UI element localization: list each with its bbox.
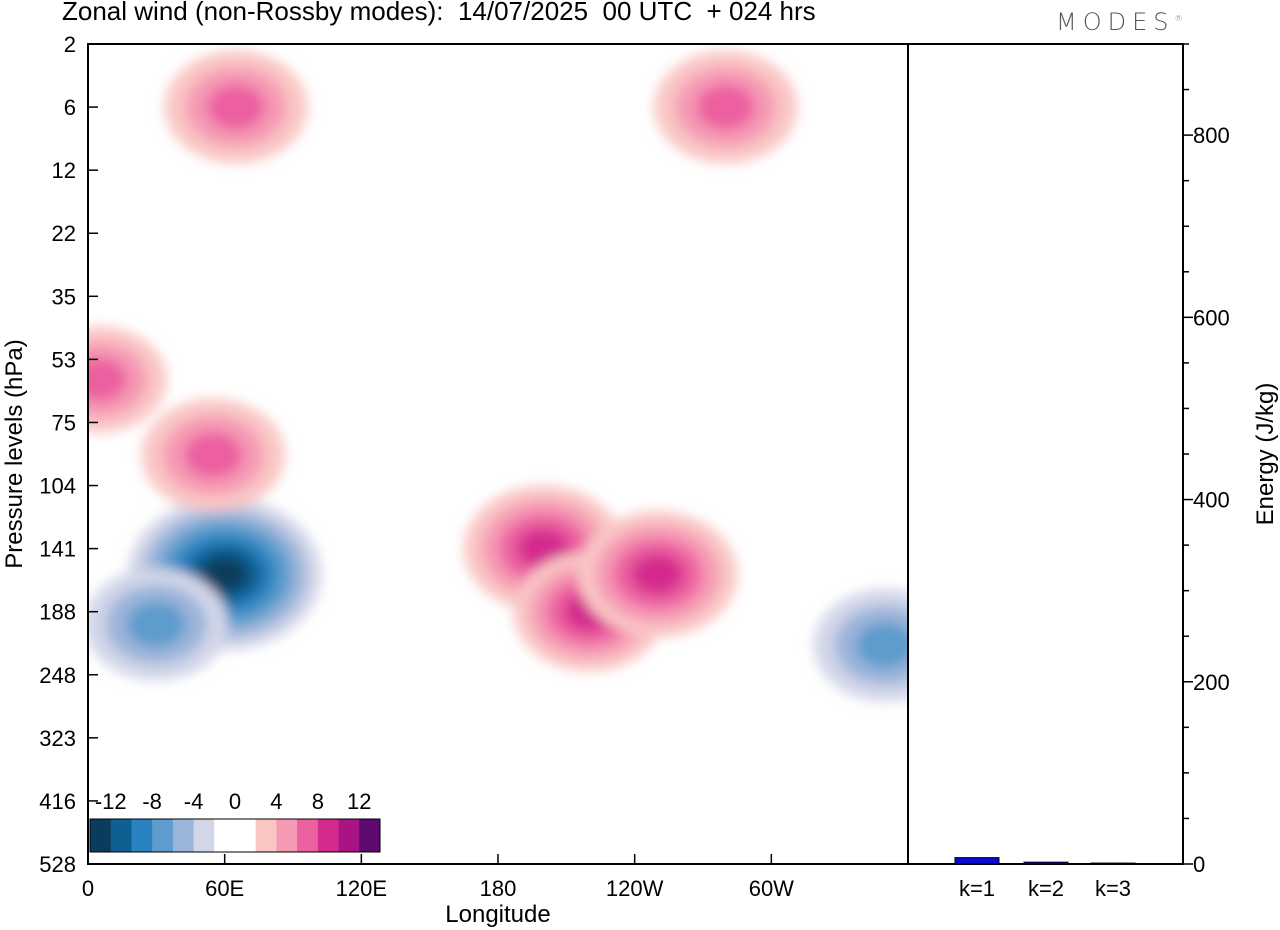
colorbar-swatch [338,819,360,852]
wind-core-6 [88,357,128,402]
y-tick-label: 6 [64,95,76,120]
colorbar-swatch [297,819,319,852]
y-tick-label: 2 [64,32,76,57]
energy-axes: 0 200 400 600 800 Energy (J/kg) [1183,43,1279,877]
bar-y-tick-label: 0 [1193,852,1205,877]
colorbar-label: 0 [229,789,241,814]
brand-logo: MODES® [1056,8,1183,36]
colorbar-swatch [110,819,132,852]
bar-category-label: k=1 [959,876,995,901]
colorbar-label: -12 [95,789,127,814]
colorbar-swatch [317,819,340,852]
energy-bars: k=1 k=2 k=3 [954,857,1136,901]
y-tick-label: 248 [39,663,76,688]
bar-panel-frame [907,43,1184,865]
y-axis-label: Pressure levels (hPa) [1,339,28,568]
x-tick-label: 120W [606,876,664,901]
wind-core-5 [856,622,908,669]
bar-y-tick-label: 800 [1193,123,1230,148]
y-tick-label: 188 [39,600,76,625]
colorbar-label: 12 [347,789,371,814]
colorbar-swatch [131,819,153,852]
bar-y-tick-label: 400 [1193,488,1230,513]
bar-y-axis-label: Energy (J/kg) [1252,383,1279,526]
y-tick-label: 53 [52,347,76,372]
colorbar-swatch [276,819,298,852]
colorbar-swatch [359,819,381,852]
colorbar-label: 8 [312,789,324,814]
wind-core-2 [631,553,684,595]
colorbar-swatch [214,819,236,852]
x-tick-label: 120E [336,876,387,901]
colorbar-label: -4 [184,789,204,814]
bar-y-tick-label: 600 [1193,305,1230,330]
colorbar-swatch [235,819,257,852]
y-tick-label: 12 [52,158,76,183]
wind-core-7 [184,432,243,478]
page-title: Zonal wind (non-Rossby modes): 14/07/202… [62,0,816,26]
heatmap-field [88,44,908,864]
bar-category-label: k=2 [1028,876,1064,901]
y-tick-label: 75 [52,410,76,435]
wind-core-3 [201,556,248,592]
bar-y-tick-label: 200 [1193,670,1230,695]
y-tick-label: 104 [39,474,76,499]
x-tick-label: 180 [480,876,517,901]
bar-category-label: k=3 [1095,876,1131,901]
colorbar-label: -8 [142,789,162,814]
colorbar: -12 -8 -4 0 4 8 12 [89,789,381,853]
energy-bar [1023,861,1069,865]
colorbar-swatch [193,819,215,852]
y-tick-label: 416 [39,789,76,814]
colorbar-swatch [152,819,174,852]
y-tick-label: 35 [52,284,76,309]
colorbar-swatch [172,819,195,852]
colorbar-swatch [90,819,112,852]
x-tick-label: 0 [82,876,94,901]
wind-core-9 [696,84,755,130]
wind-core-4 [127,601,186,648]
colorbar-label: 4 [270,789,282,814]
y-tick-label: 528 [39,852,76,877]
x-tick-label: 60E [205,876,244,901]
x-tick-label: 60W [749,876,794,901]
y-tick-label: 22 [52,221,76,246]
y-tick-label: 141 [39,537,76,562]
energy-bar [1090,862,1136,865]
x-axis-label: Longitude [445,901,550,928]
energy-bar [954,857,1000,865]
y-tick-label: 323 [39,726,76,751]
colorbar-swatch [255,819,277,852]
wind-core-8 [206,84,266,130]
